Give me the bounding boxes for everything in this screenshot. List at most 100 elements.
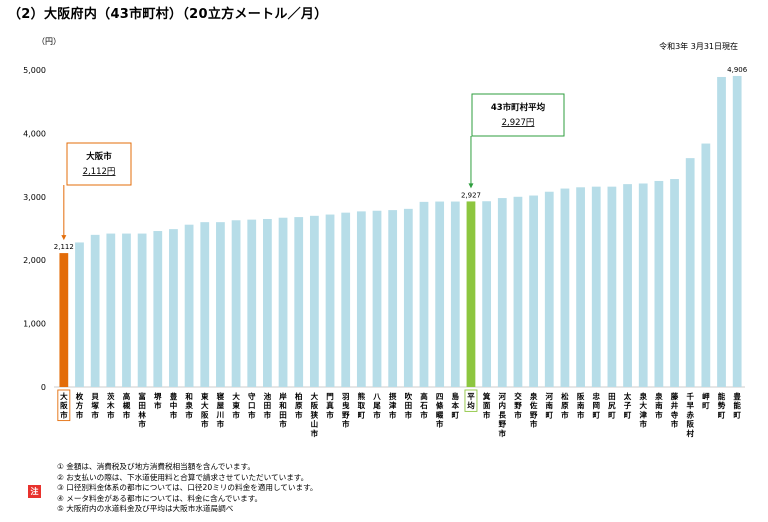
category-label: 泉大津市 (639, 391, 647, 429)
bar (560, 188, 570, 387)
bar (529, 195, 538, 387)
callout-arrow-head (468, 183, 474, 189)
bar (169, 229, 178, 387)
bar (419, 201, 429, 387)
category-label: 柏原市 (295, 391, 303, 419)
category-label: 岬町 (702, 391, 710, 410)
category-label: 富田林市 (138, 391, 146, 429)
category-label: 豊能町 (733, 391, 741, 419)
bar (231, 220, 241, 387)
bar (372, 210, 382, 387)
category-label: 忠岡町 (592, 391, 600, 419)
bar (200, 222, 210, 387)
bar (435, 201, 445, 387)
category-label: 吹田市 (405, 391, 413, 419)
data-label: 2,112 (54, 243, 74, 251)
bar (732, 75, 742, 388)
category-label: 田尻町 (608, 392, 616, 419)
note-item: ④ メータ料金がある都市については、料金に含んでいます。 (57, 493, 263, 503)
bar (59, 253, 69, 387)
y-tick-label: 4,000 (23, 129, 46, 138)
category-label: 岸和田市 (279, 391, 287, 429)
callout-box (471, 93, 565, 137)
category-label: 守口市 (248, 391, 256, 419)
y-tick-label: 0 (41, 383, 46, 392)
bar (325, 214, 335, 387)
bar (388, 210, 398, 387)
bar (247, 219, 257, 387)
category-label: 熊取町 (358, 391, 366, 419)
category-label: 高槻市 (123, 391, 131, 419)
bar (466, 201, 476, 387)
callout-box (66, 142, 132, 186)
bar (309, 215, 319, 387)
callout-value: 2,112円 (83, 167, 116, 177)
notes: ① 金額は、消費税及び地方消費税相当額を含んでいます。 ② お支払いの際は、下水… (57, 462, 318, 515)
category-label: 堺市 (154, 391, 162, 410)
bar (591, 186, 601, 387)
bar (623, 184, 632, 387)
bar (122, 233, 131, 387)
category-label: 藤井寺市 (671, 391, 679, 429)
bar (341, 212, 351, 387)
bar (701, 143, 711, 387)
bar (670, 179, 679, 387)
category-label: 東大阪市 (201, 391, 209, 429)
callout-name: 43市町村平均 (491, 102, 546, 113)
note-item: ① 金額は、消費税及び地方消費税相当額を含んでいます。 (57, 462, 255, 471)
data-label: 4,906 (727, 66, 748, 74)
bar (153, 231, 163, 387)
bar (497, 198, 507, 387)
callout-name: 大阪市 (86, 151, 112, 162)
bar (638, 183, 648, 387)
category-label: 太子町 (624, 391, 632, 419)
bar (403, 208, 413, 387)
bar (216, 222, 225, 387)
bar (137, 233, 147, 387)
category-label: 八尾市 (372, 392, 381, 419)
bar (607, 186, 617, 387)
bar (278, 217, 288, 387)
callout-arrow-head (61, 235, 67, 241)
bar (90, 234, 100, 387)
bar (482, 201, 492, 387)
y-axis-unit: （円） (37, 37, 61, 46)
category-label: 池田市 (264, 391, 272, 419)
category-label: 摂津市 (389, 391, 397, 419)
category-label: 豊中市 (170, 391, 178, 419)
y-tick-label: 1,000 (23, 320, 46, 329)
y-tick-label: 2,000 (23, 256, 46, 265)
category-label: 大阪狭山市 (310, 391, 319, 438)
category-label: 千早赤阪村 (686, 391, 694, 438)
category-label: 茨木市 (106, 391, 115, 419)
category-label: 和泉市 (185, 391, 193, 419)
category-label: 寝屋川市 (216, 391, 225, 429)
category-label: 枚方市 (75, 391, 84, 419)
category-label: 松原市 (561, 391, 569, 419)
category-label: 泉佐野市 (529, 391, 538, 429)
category-label: 貝塚市 (91, 392, 99, 419)
bar (106, 233, 116, 387)
bar (685, 158, 695, 387)
category-label: 島本町 (451, 391, 460, 419)
category-label-frame (57, 389, 71, 422)
bar (513, 196, 523, 387)
category-label-frame (464, 389, 478, 412)
category-label: 大阪市 (60, 391, 68, 419)
date-note: 令和3年 3月31日現在 (659, 42, 738, 51)
bar (576, 187, 585, 387)
bar (356, 211, 366, 387)
note-item: ③ 口径別料金体系の都市については、口径20ミリの料金を適用しています。 (57, 483, 318, 493)
y-tick-label: 5,000 (23, 66, 46, 75)
category-label: 能勢町 (718, 391, 726, 419)
category-label: 羽曳野市 (342, 392, 350, 429)
bar (717, 76, 726, 387)
bar (450, 201, 460, 387)
bar (184, 224, 194, 387)
category-label: 阪南市 (577, 391, 585, 419)
bar (75, 242, 84, 387)
note-item: ⑤ 大阪府内の水道料金及び平均は大阪市水道局調べ (57, 504, 234, 514)
page-title: （2）大阪府内（43市町村）（20立方メートル／月） (8, 7, 328, 22)
y-tick-label: 3,000 (23, 193, 46, 202)
